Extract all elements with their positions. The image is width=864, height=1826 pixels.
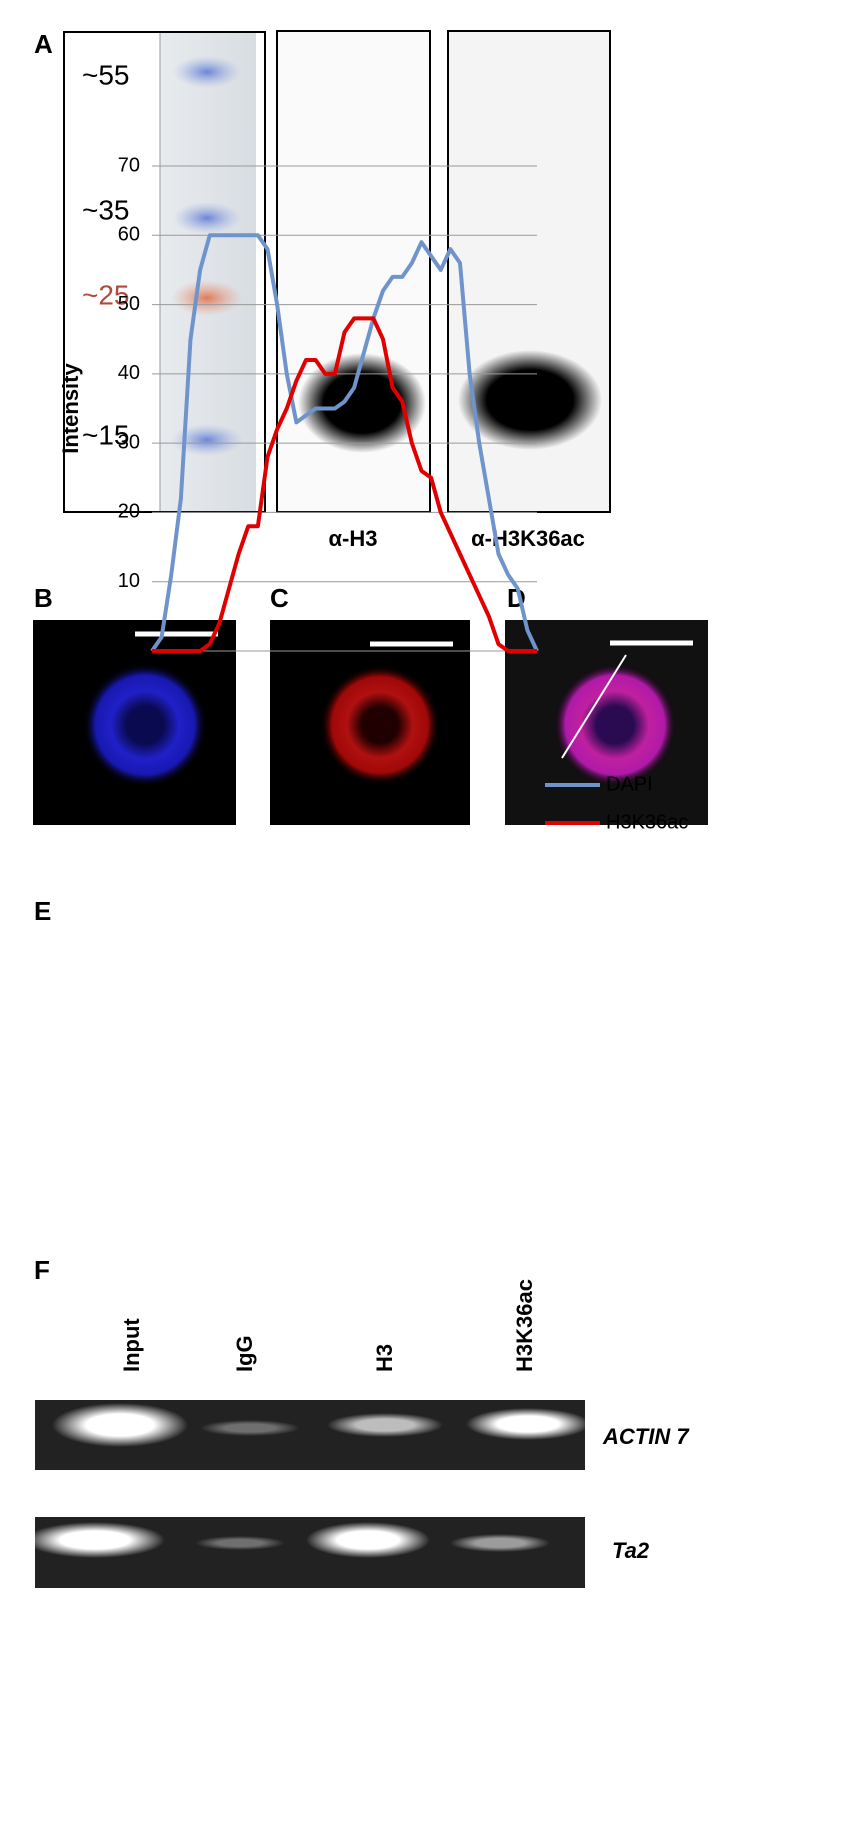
ladder-band — [171, 280, 243, 316]
cell — [83, 663, 207, 787]
gel-band — [25, 1522, 165, 1558]
lane-label: α-H3 — [329, 526, 378, 551]
gel-band — [327, 1413, 443, 1437]
y-tick-label: 50 — [118, 293, 140, 315]
ladder-band — [173, 56, 241, 88]
legend-label: H3K36ac — [606, 811, 688, 833]
gel-band — [52, 1403, 188, 1447]
ladder-band — [171, 424, 243, 456]
marker-label: ~55 — [82, 59, 130, 90]
gel-band — [306, 1522, 430, 1558]
gel-band — [200, 1420, 300, 1436]
y-tick-label: 0 — [129, 639, 140, 661]
gel-band — [450, 1534, 550, 1552]
panel-label: F — [34, 1255, 50, 1285]
ladder-band — [173, 202, 241, 234]
series-line — [150, 233, 539, 653]
marker-label: ~25 — [82, 279, 130, 310]
gel-band — [195, 1536, 285, 1550]
y-tick-label: 70 — [118, 154, 140, 176]
blot-band — [458, 350, 602, 450]
y-tick-label: 30 — [118, 431, 140, 453]
panel-label: B — [34, 583, 53, 613]
y-axis-label: Intensity — [58, 363, 83, 454]
lane-label: IgG — [232, 1335, 257, 1372]
lane-label: Input — [119, 1318, 144, 1372]
lane-label: α-H3K36ac — [471, 526, 585, 551]
gene-label: Ta2 — [612, 1538, 650, 1563]
line-chart: 0 10 20 30 40 50 60 70 Intensity DAPI H3K36ac — [58, 154, 688, 833]
panel-label: E — [34, 896, 51, 926]
legend-label: DAPI — [606, 773, 653, 795]
blot-band — [298, 353, 426, 453]
lane-label: H3K36ac — [512, 1279, 537, 1372]
series-line — [152, 316, 537, 653]
panel-label: C — [270, 583, 289, 613]
cell — [553, 663, 677, 787]
profile-line — [561, 654, 627, 759]
y-tick-label: 40 — [118, 362, 140, 384]
gene-label: ACTIN 7 — [602, 1424, 690, 1449]
y-tick-label: 10 — [118, 570, 140, 592]
cell — [320, 665, 440, 785]
gel-band — [466, 1408, 590, 1440]
lane-label: H3 — [372, 1344, 397, 1372]
y-tick-label: 60 — [118, 224, 140, 246]
marker-label: ~35 — [82, 194, 130, 225]
marker-label: ~15 — [82, 419, 130, 450]
panel-label: A — [34, 29, 53, 59]
y-tick-label: 20 — [118, 501, 140, 523]
